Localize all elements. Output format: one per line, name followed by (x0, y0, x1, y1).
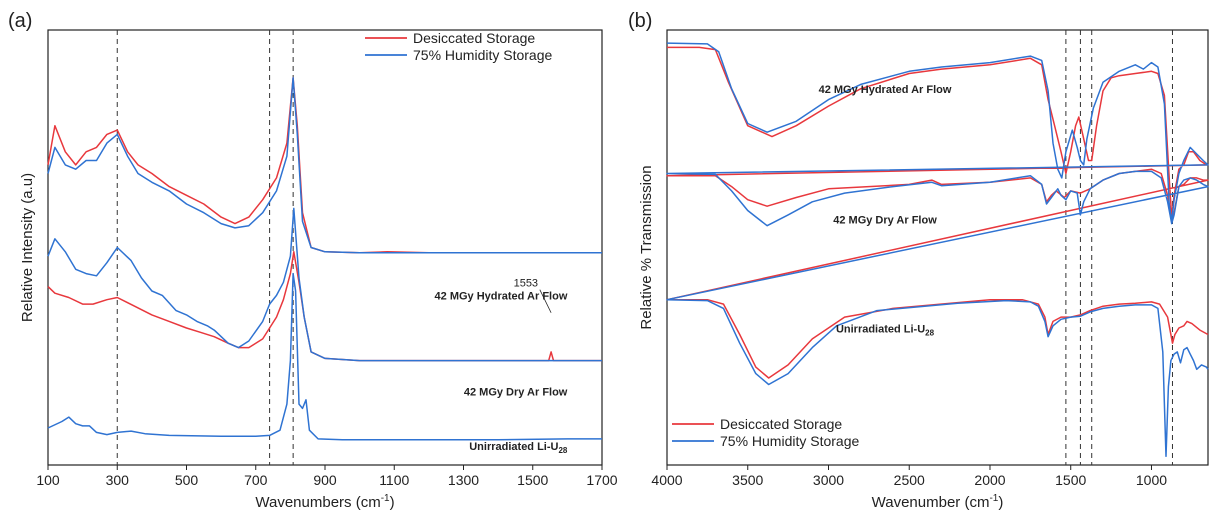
plot-frame (47, 29, 603, 466)
panel-label: (a) (8, 10, 32, 32)
series-line-humidity-0 (47, 77, 602, 254)
x-axis-title-end: ) (390, 494, 395, 511)
panel-label: (b) (628, 10, 652, 32)
x-axis-title-end: ) (998, 494, 1003, 511)
series-line-desiccated-0 (47, 77, 602, 254)
curve-label: 42 MGy Dry Ar Flow (464, 386, 568, 398)
x-tick-label: 3000 (813, 472, 844, 488)
legend-entry: 75% Humidity Storage (720, 433, 860, 449)
x-tick-label: 1100 (379, 472, 409, 488)
x-axis-title-sup: -1 (989, 493, 998, 504)
y-axis-title: Relative Intensity (a.u) (19, 173, 36, 322)
x-tick-label: 1700 (586, 472, 617, 488)
x-tick-label: 2500 (894, 472, 925, 488)
curve-label: 42 MGy Hydrated Ar Flow (435, 291, 568, 303)
x-axis-title-main: Wavenumbers (cm (255, 494, 380, 511)
panel-b-chart: 4000 3500 3000 2500 2000 1500 1000 Wavenumber (… (628, 10, 1209, 511)
curve-label-subscript: 28 (925, 328, 934, 337)
x-tick-label: 1500 (1055, 472, 1086, 488)
legend-entry: Desiccated Storage (413, 30, 535, 46)
x-tick-label: 3500 (732, 472, 763, 488)
series-line-desiccated-1 (47, 251, 602, 362)
curve-label-text: Unirradiated Li-U (469, 441, 558, 453)
curve-label-text: 42 MGy Dry Ar Flow (464, 386, 568, 398)
annotation-leader (539, 289, 552, 313)
curve-label-text: 42 MGy Hydrated Ar Flow (819, 84, 952, 96)
series-line-humidity-2 (47, 272, 602, 441)
series-line-humidity-1 (47, 207, 602, 362)
panel-a-chart: 100 300 500 700 900 1100 1300 1500 1700 Wavenumbe… (8, 10, 618, 511)
y-axis-title: Relative % Transmission (638, 165, 655, 329)
curve-label-text: 42 MGy Dry Ar Flow (833, 215, 937, 227)
curve-label-subscript: 28 (558, 446, 567, 455)
x-tick-label: 300 (106, 472, 130, 488)
series-line-humidity-0 (666, 42, 1209, 458)
x-tick-label: 1500 (517, 472, 548, 488)
x-axis-title: Wavenumbers (cm-1) (255, 493, 394, 511)
x-tick-label: 1000 (1136, 472, 1167, 488)
curve-label: Unirradiated Li-U28 (836, 323, 935, 337)
x-tick-label: 4000 (651, 472, 682, 488)
x-axis-title-sup: -1 (381, 493, 390, 504)
x-axis-title: Wavenumber (cm-1) (872, 493, 1004, 511)
annotation-label: 1553 (514, 278, 538, 290)
x-tick-label: 700 (244, 472, 268, 488)
x-tick-label: 900 (313, 472, 337, 488)
legend-entry: 75% Humidity Storage (413, 47, 553, 63)
curve-label: Unirradiated Li-U28 (469, 441, 568, 455)
curve-label-text: Unirradiated Li-U (836, 323, 925, 335)
x-axis-title-main: Wavenumber (cm (872, 494, 990, 511)
legend-entry: Desiccated Storage (720, 416, 842, 432)
x-tick-label: 1300 (448, 472, 479, 488)
curve-label-text: 42 MGy Hydrated Ar Flow (435, 291, 568, 303)
curve-label: 42 MGy Dry Ar Flow (833, 215, 937, 227)
curve-label: 42 MGy Hydrated Ar Flow (819, 84, 952, 96)
x-tick-label: 2000 (974, 472, 1005, 488)
plot-frame (666, 29, 1209, 466)
x-tick-label: 500 (175, 472, 199, 488)
series-line-desiccated-0 (666, 46, 1209, 379)
x-tick-label: 100 (36, 472, 60, 488)
